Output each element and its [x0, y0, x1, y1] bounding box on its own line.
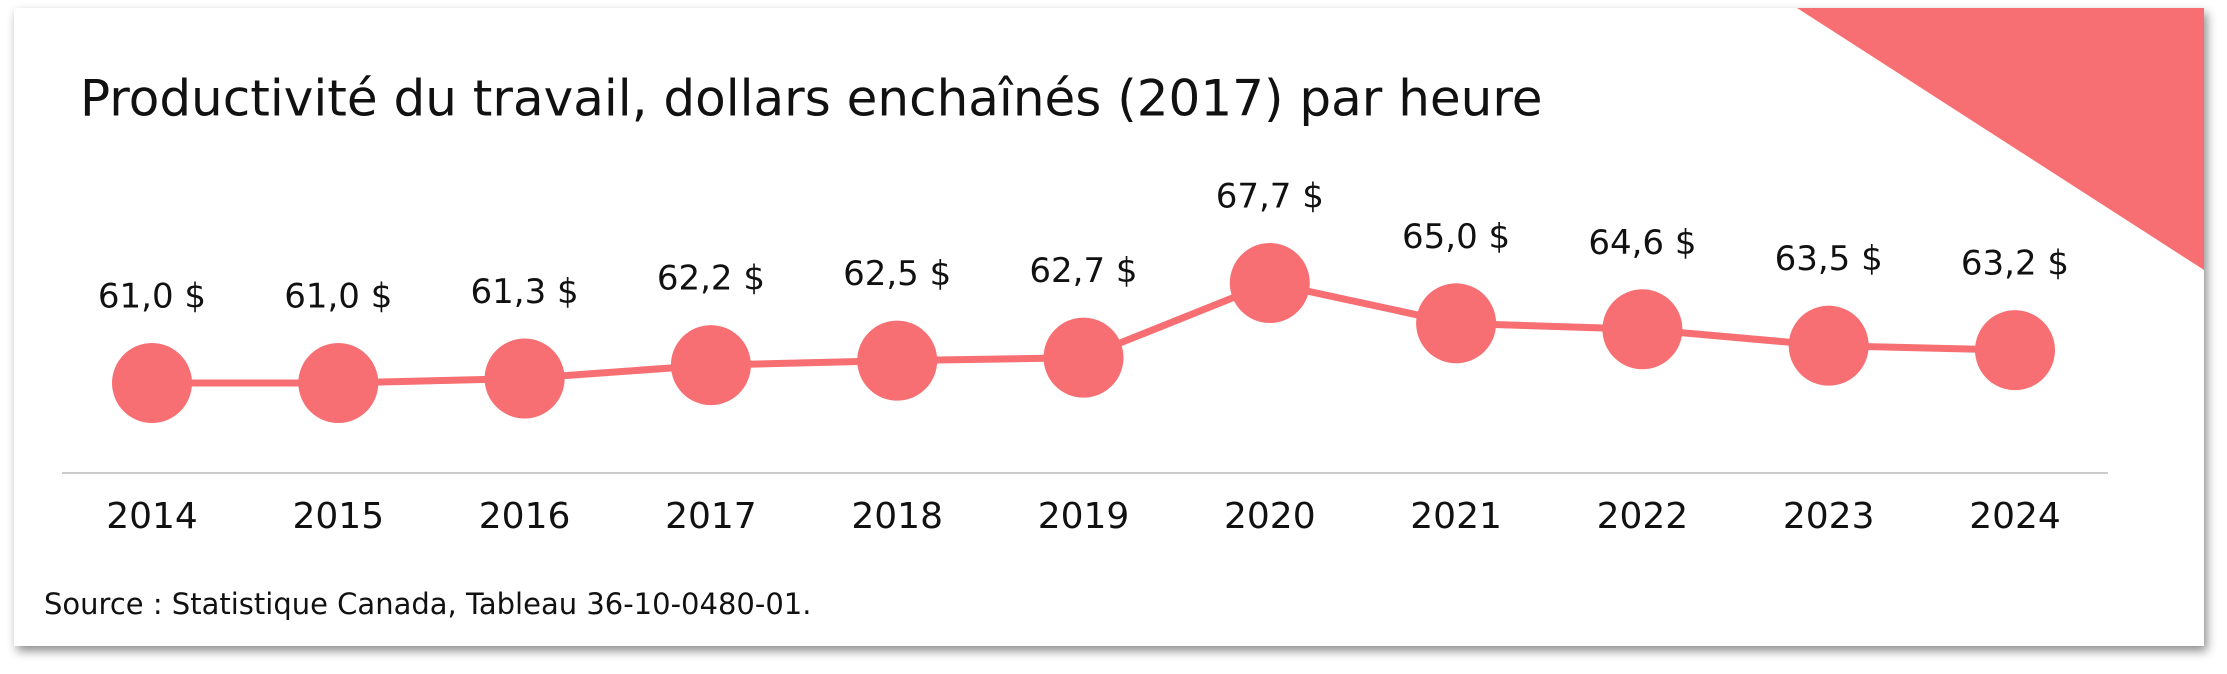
source-note: Source : Statistique Canada, Tableau 36-…	[44, 587, 811, 621]
data-label: 62,7 $	[1029, 251, 1137, 291]
point	[1043, 317, 1124, 398]
data-label: 62,2 $	[657, 259, 765, 299]
x-tick-label: 2014	[106, 496, 198, 537]
point	[670, 325, 751, 406]
data-label: 65,0 $	[1402, 217, 1510, 257]
data-label: 62,5 $	[843, 254, 951, 294]
corner-decoration	[1797, 8, 2204, 270]
point	[112, 343, 192, 423]
x-tick-label: 2024	[1969, 496, 2061, 537]
x-tick-label: 2015	[292, 496, 384, 537]
x-tick-label: 2020	[1224, 496, 1316, 537]
x-tick-label: 2021	[1410, 496, 1502, 537]
x-tick-label: 2017	[665, 496, 757, 537]
point	[1229, 243, 1310, 323]
data-label: 63,2 $	[1961, 244, 2069, 284]
data-label: 67,7 $	[1216, 177, 1324, 217]
data-label: 61,3 $	[471, 272, 579, 312]
x-tick-label: 2023	[1783, 496, 1875, 537]
point	[1416, 283, 1497, 364]
data-label: 63,5 $	[1775, 239, 1883, 279]
data-label: 61,0 $	[284, 277, 392, 317]
chart-title: Productivité du travail, dollars enchaîn…	[80, 70, 1543, 128]
point	[1788, 305, 1869, 386]
point	[484, 338, 565, 419]
point	[1975, 310, 2055, 391]
point	[1602, 289, 1683, 370]
x-tick-label: 2018	[851, 496, 943, 537]
x-tick-label: 2022	[1597, 496, 1689, 537]
point	[857, 320, 938, 401]
x-tick-label: 2016	[479, 496, 571, 537]
data-label: 64,6 $	[1588, 223, 1696, 263]
x-tick-label: 2019	[1038, 496, 1130, 537]
data-label: 61,0 $	[98, 277, 206, 317]
point	[298, 343, 379, 423]
